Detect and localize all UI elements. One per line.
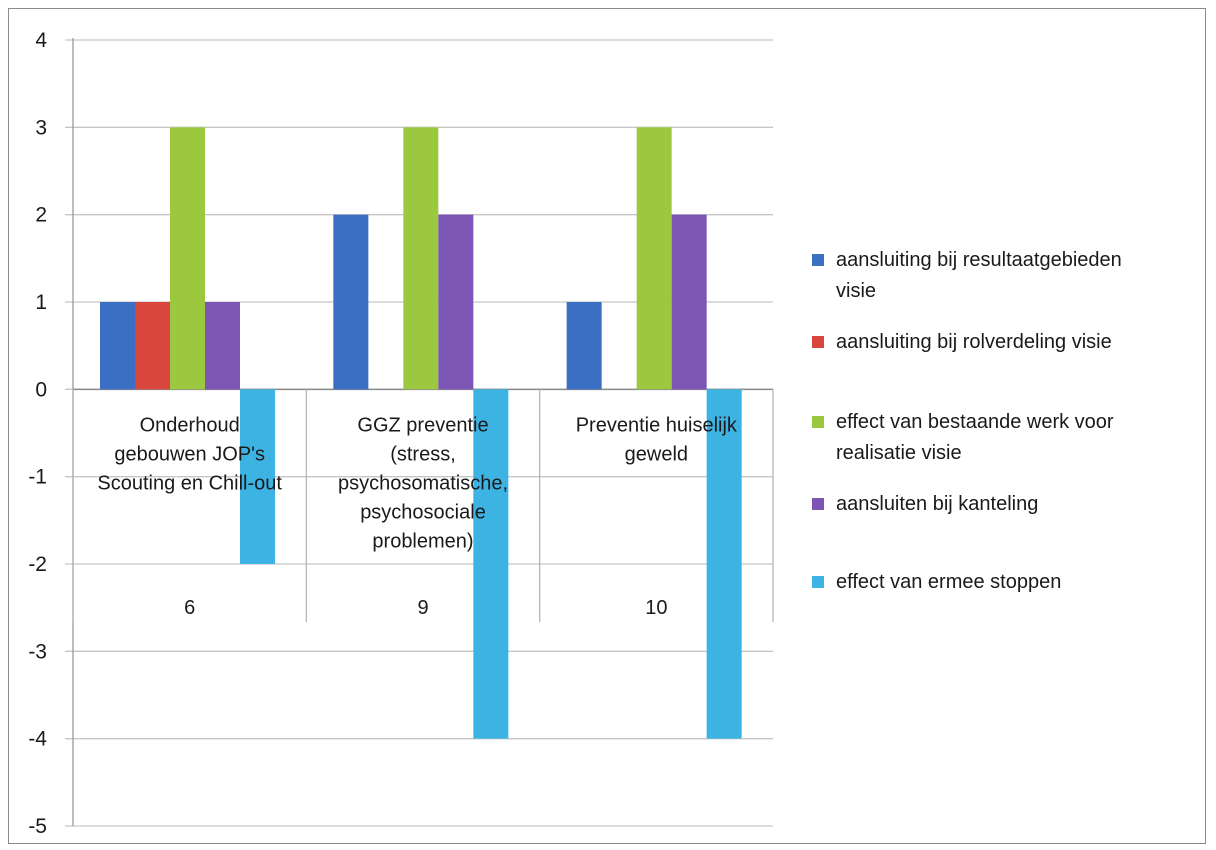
category-label: Preventie huiselijk (576, 414, 738, 436)
legend-swatch (812, 576, 824, 588)
bar-1-1 (100, 302, 135, 390)
y-tick-label: 0 (35, 378, 47, 401)
y-tick-label: -5 (28, 815, 47, 838)
legend-swatch (812, 498, 824, 510)
bar-5-1 (240, 389, 275, 564)
bar-2-1 (135, 302, 170, 390)
legend-swatch (812, 254, 824, 266)
category-label: gebouwen JOP's (114, 443, 265, 465)
category-label: geweld (625, 443, 688, 465)
bar-1-3 (566, 302, 602, 390)
category-label: GGZ preventie (357, 414, 488, 436)
y-tick-label: -4 (28, 728, 47, 751)
category-label: Onderhoud (140, 414, 240, 436)
bar-4-1 (205, 302, 240, 390)
bar-5-2 (473, 389, 509, 739)
y-tick-label: -2 (28, 553, 47, 576)
legend-swatch (812, 336, 824, 348)
chart-frame (8, 8, 1206, 844)
category-label: problemen) (372, 530, 473, 552)
legend-label: aansluiting bij resultaatgebieden (836, 249, 1122, 271)
y-tick-label: -3 (28, 640, 47, 663)
legend-label: aansluiten bij kanteling (836, 493, 1038, 515)
legend-label: realisatie visie (836, 442, 962, 464)
legend-label: effect van ermee stoppen (836, 571, 1061, 593)
y-tick-label: 2 (35, 204, 47, 227)
bar-3-3 (636, 127, 672, 390)
category-label: psychosomatische, (338, 472, 508, 494)
y-tick-label: 3 (35, 116, 47, 139)
legend-label: effect van bestaande werk voor (836, 411, 1114, 433)
bar-1-2 (333, 214, 369, 390)
legend-swatch (812, 416, 824, 428)
y-tick-label: 4 (35, 29, 47, 52)
category-group-label: 10 (645, 597, 667, 619)
category-label: Scouting en Chill-out (97, 472, 282, 494)
bar-3-2 (403, 127, 439, 390)
legend-label: visie (836, 280, 876, 302)
bar-4-3 (671, 214, 707, 390)
category-group-label: 6 (184, 597, 195, 619)
bar-3-1 (170, 127, 205, 390)
bar-4-2 (438, 214, 474, 390)
y-tick-label: 1 (35, 291, 47, 314)
category-label: psychosociale (360, 501, 486, 523)
legend-label: aansluiting bij rolverdeling visie (836, 331, 1112, 353)
category-group-label: 9 (417, 597, 428, 619)
category-label: (stress, (390, 443, 456, 465)
y-tick-label: -1 (28, 466, 47, 489)
bar-5-3 (706, 389, 742, 739)
